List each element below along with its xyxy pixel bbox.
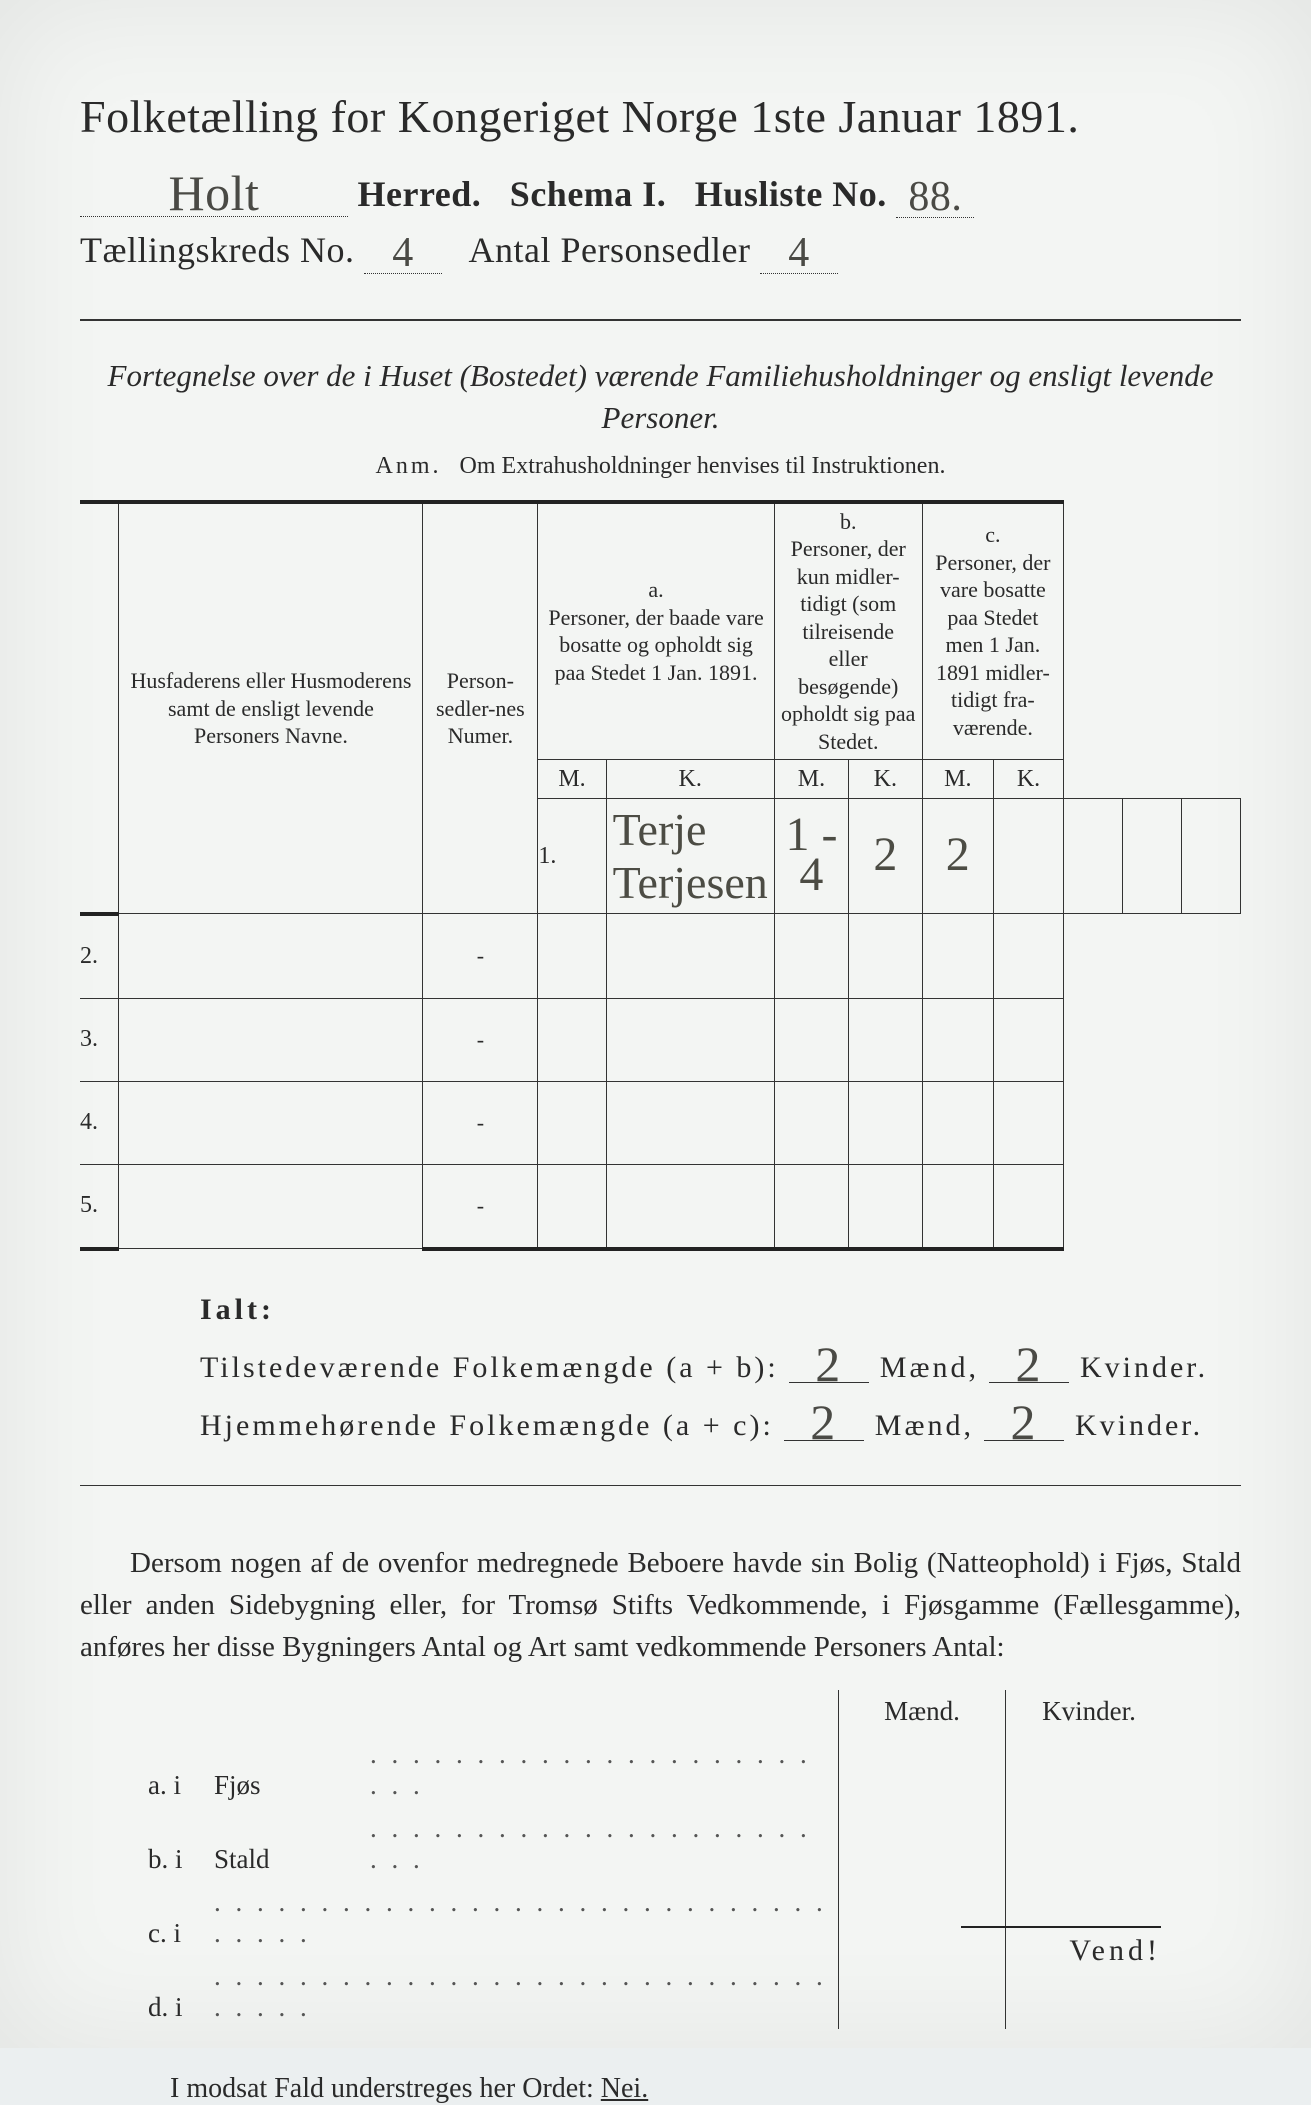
sub-kvinder-header: Kvinder.	[1006, 1690, 1173, 1733]
sub-maend-header: Mænd.	[839, 1690, 1006, 1733]
kvinder-label: Kvinder.	[1080, 1351, 1208, 1384]
sub-row-lab: b. i	[140, 1807, 206, 1881]
table-row: 3. -	[80, 998, 1241, 1081]
cell-a-m: 2	[873, 828, 897, 881]
col-c-k: K.	[993, 760, 1063, 799]
col-c-m: M.	[922, 760, 993, 799]
col-b-top: b. Personer, der kun midler-tidigt (som …	[774, 502, 922, 760]
sub-row-lab: c. i	[140, 1881, 206, 1955]
schema-label: Schema I.	[510, 174, 667, 214]
col-a-m: M.	[538, 760, 606, 799]
col-b-m: M.	[774, 760, 848, 799]
row-num: 5.	[80, 1164, 119, 1249]
row-num: 2.	[80, 914, 119, 999]
ialt-header: Ialt:	[200, 1293, 1241, 1327]
sub-row-cat: Stald	[206, 1807, 362, 1881]
row-numer: -	[423, 914, 538, 999]
row-num: 1.	[538, 799, 606, 914]
dots: . . . . . . . . . . . . . . . . . . . . …	[362, 1807, 839, 1881]
maend-label: Mænd,	[875, 1409, 974, 1442]
husliste-label: Husliste No.	[695, 174, 887, 214]
form-note: Anm. Om Extrahusholdninger henvises til …	[80, 453, 1241, 480]
present-label: Tilstedeværende Folkemængde (a + b):	[200, 1351, 779, 1384]
sub-row: a. i Fjøs . . . . . . . . . . . . . . . …	[140, 1733, 1172, 1807]
col-a-top: a. Personer, der baade vare bosatte og o…	[538, 502, 774, 760]
header-line-2: Holt Herred. Schema I. Husliste No. 88.	[80, 167, 1241, 215]
row-name: Terje Terjesen	[613, 804, 768, 908]
totals-line-2: Hjemmehørende Folkemængde (a + c): 2 Mæn…	[200, 1401, 1241, 1443]
col-numer: Person-sedler-nes Numer.	[423, 502, 538, 914]
table-row: 5. -	[80, 1164, 1241, 1249]
kreds-label: Tællingskreds No.	[80, 230, 355, 270]
form-description: Fortegnelse over de i Huset (Bostedet) v…	[80, 355, 1241, 439]
totals-block: Ialt: Tilstedeværende Folkemængde (a + b…	[200, 1293, 1241, 1443]
antal-label: Antal Personsedler	[469, 230, 751, 270]
col-c-top: c. Personer, der vare bosatte paa Stedet…	[922, 502, 1063, 760]
kreds-value: 4	[364, 235, 442, 274]
maend-label: Mænd,	[880, 1351, 979, 1384]
row-numer: -	[423, 1164, 538, 1249]
sub-row-lab: d. i	[140, 1955, 206, 2029]
census-form-page: Folketælling for Kongeriget Norge 1ste J…	[0, 0, 1311, 2048]
herred-value: Holt	[80, 171, 348, 217]
col-names: Husfaderens eller Husmoderens samt de en…	[119, 502, 423, 914]
sub-row: b. i Stald . . . . . . . . . . . . . . .…	[140, 1807, 1172, 1881]
table-row: 2. -	[80, 914, 1241, 999]
row-numer: -	[423, 1081, 538, 1164]
cell-a-k: 2	[946, 828, 970, 881]
row-num: 3.	[80, 998, 119, 1081]
row-numer: 1 - 4	[785, 808, 837, 901]
herred-label: Herred.	[358, 174, 482, 214]
turn-over-label: Vend!	[961, 1926, 1161, 1968]
sub-row-lab: a. i	[140, 1733, 206, 1807]
present-m: 2	[789, 1347, 869, 1383]
row-num: 4.	[80, 1081, 119, 1164]
dots: . . . . . . . . . . . . . . . . . . . . …	[362, 1733, 839, 1807]
dots: . . . . . . . . . . . . . . . . . . . . …	[206, 1881, 839, 1955]
anm-label: Anm.	[376, 453, 442, 479]
side-building-paragraph: Dersom nogen af de ovenfor medregnede Be…	[80, 1542, 1241, 1668]
col-a-k: K.	[606, 760, 774, 799]
page-title: Folketælling for Kongeriget Norge 1ste J…	[80, 90, 1241, 143]
household-table: Husfaderens eller Husmoderens samt de en…	[80, 500, 1241, 1251]
totals-line-1: Tilstedeværende Folkemængde (a + b): 2 M…	[200, 1343, 1241, 1385]
anm-text: Om Extrahusholdninger henvises til Instr…	[460, 453, 946, 479]
kvinder-label: Kvinder.	[1075, 1409, 1203, 1442]
table-row: 4. -	[80, 1081, 1241, 1164]
sub-row-cat: Fjøs	[206, 1733, 362, 1807]
modsat-text: I modsat Fald understreges her Ordet:	[170, 2073, 594, 2104]
dots: . . . . . . . . . . . . . . . . . . . . …	[206, 1955, 839, 2029]
negation-line: I modsat Fald understreges her Ordet: Ne…	[170, 2073, 1241, 2105]
antal-value: 4	[760, 235, 838, 274]
husliste-value: 88.	[896, 179, 974, 218]
col-b-k: K.	[849, 760, 923, 799]
row-numer: -	[423, 998, 538, 1081]
side-building-table: Mænd. Kvinder. a. i Fjøs . . . . . . . .…	[140, 1690, 1172, 2029]
nei-word: Nei.	[601, 2073, 648, 2104]
header-line-3: Tællingskreds No. 4 Antal Personsedler 4	[80, 229, 1241, 271]
resident-m: 2	[784, 1405, 864, 1441]
resident-label: Hjemmehørende Folkemængde (a + c):	[200, 1409, 774, 1442]
present-k: 2	[989, 1347, 1069, 1383]
resident-k: 2	[984, 1405, 1064, 1441]
